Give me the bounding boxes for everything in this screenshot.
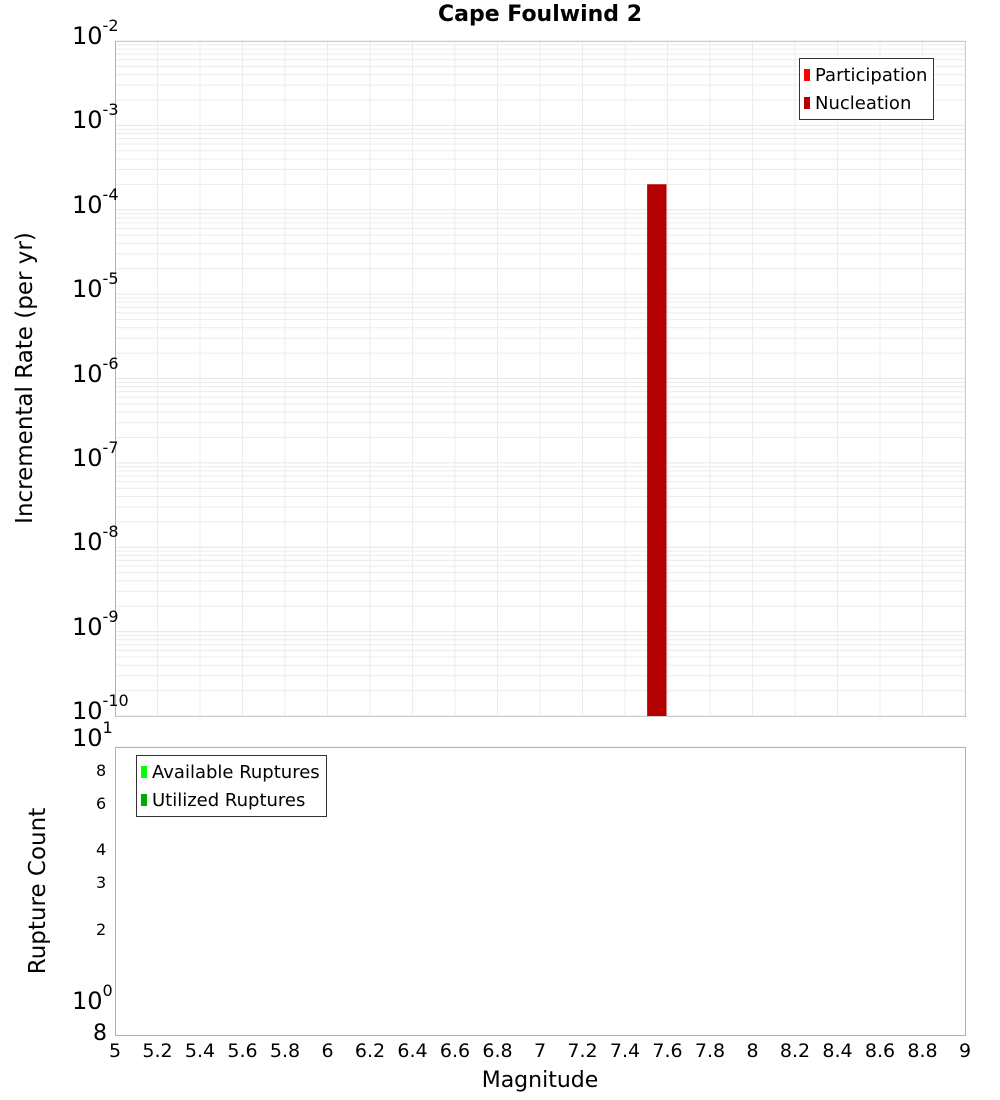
participation-swatch-icon [804,69,810,81]
x-tick: 5 [108,1040,122,1062]
x-tick: 8.6 [864,1040,896,1062]
x-tick: 6.2 [354,1040,386,1062]
bottom-y-minor-tick: 8 [93,1021,107,1046]
x-tick: 5.6 [227,1040,258,1062]
x-tick: 8.2 [779,1040,811,1062]
x-tick: 8.4 [822,1040,853,1062]
top-y-tick: 10-5 [72,269,119,304]
x-tick: 8 [746,1040,759,1062]
bottom-y-minor-tick: 6 [96,794,107,814]
bottom-y-minor-tick: 8 [96,761,107,781]
x-tick: 5.4 [184,1040,216,1062]
chart-title: Cape Foulwind 2 [437,2,642,27]
nucleation-swatch-icon [804,97,810,109]
legend-item-participation: Participation [804,61,927,89]
top-y-tick: 10-10 [72,691,129,725]
x-tick: 7 [533,1040,547,1062]
top-plot-area [115,41,966,717]
legend-item-nucleation: Nucleation [804,89,927,117]
top-y-tick: 10-8 [72,522,119,557]
bottom-y-minor-tick: 3 [96,873,107,893]
top-y-tick: 10-9 [72,606,119,641]
x-tick: 5.8 [269,1040,301,1062]
bottom-y-major-tick: 100 [72,980,113,1015]
top-y-tick: 10-6 [72,353,119,388]
legend-item-utilized: Utilized Ruptures [141,786,320,814]
x-tick: 7.4 [609,1040,641,1062]
available-swatch-icon [141,766,147,778]
legend-item-available: Available Ruptures [141,758,320,786]
bottom-y-major-tick: 101 [72,718,113,752]
bottom-y-minor-tick: 2 [96,919,107,939]
top-legend: Participation Nucleation [799,58,935,120]
x-tick: 6.6 [439,1040,471,1062]
top-y-tick: 10-2 [72,16,119,50]
x-tick: 6 [321,1040,334,1062]
x-tick: 9 [958,1040,972,1062]
utilized-swatch-icon [141,794,147,806]
x-tick: 8.8 [907,1040,938,1062]
top-y-tick: 10-3 [72,100,119,135]
x-tick: 7.6 [652,1040,683,1062]
x-axis-label: Magnitude [481,1068,599,1093]
x-tick: 7.8 [694,1040,726,1062]
top-y-tick: 10-7 [72,437,119,472]
x-tick: 5.2 [142,1040,173,1062]
top-y-axis-label: Incremental Rate (per yr) [12,232,38,524]
x-tick: 6.4 [397,1040,428,1062]
x-tick: 6.8 [482,1040,513,1062]
top-y-tick: 10-4 [72,184,119,219]
x-tick: 7.2 [567,1040,598,1062]
bottom-y-minor-tick: 4 [96,840,107,860]
bottom-y-axis-label: Rupture Count [25,807,51,975]
bottom-legend: Available Ruptures Utilized Ruptures [136,755,327,817]
